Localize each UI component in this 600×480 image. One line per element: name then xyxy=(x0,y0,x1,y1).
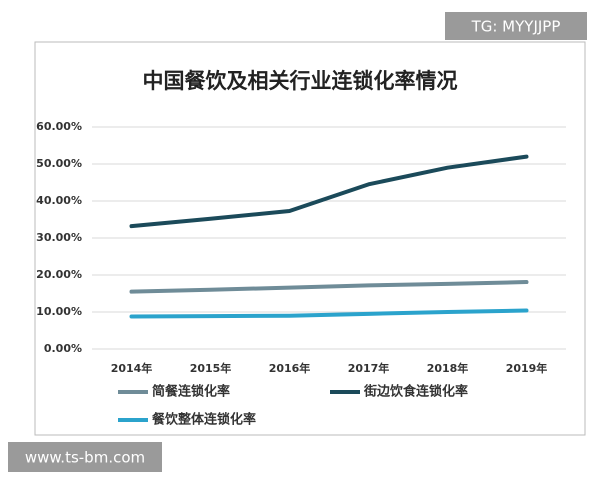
x-tick-label: 2016年 xyxy=(269,361,311,375)
x-tick-label: 2018年 xyxy=(427,361,469,375)
watermark: www.ts-bm.com xyxy=(25,449,145,467)
series-line xyxy=(129,308,529,319)
x-tick-label: 2017年 xyxy=(348,361,390,375)
y-tick-label: 50.00% xyxy=(36,157,82,170)
x-tick-label: 2015年 xyxy=(190,361,232,375)
legend-label: 简餐连锁化率 xyxy=(152,384,230,400)
y-tick-label: 0.00% xyxy=(44,342,82,355)
y-tick-label: 40.00% xyxy=(36,194,82,207)
x-tick-label: 2014年 xyxy=(111,361,153,375)
legend-label: 餐饮整体连锁化率 xyxy=(151,412,256,428)
y-tick-label: 10.00% xyxy=(36,305,82,318)
series-line xyxy=(129,280,529,294)
y-tick-label: 60.00% xyxy=(36,120,82,133)
chart-title: 中国餐饮及相关行业连锁化率情况 xyxy=(143,69,458,93)
y-tick-label: 20.00% xyxy=(36,268,82,281)
legend-label: 街边饮食连锁化率 xyxy=(363,384,468,400)
y-tick-label: 30.00% xyxy=(36,231,82,244)
x-tick-label: 2019年 xyxy=(506,361,548,375)
watermark: TG: MYYJJPP xyxy=(471,18,561,36)
watermark-box xyxy=(445,12,587,40)
watermark-box xyxy=(8,442,162,472)
series-line xyxy=(129,154,529,229)
